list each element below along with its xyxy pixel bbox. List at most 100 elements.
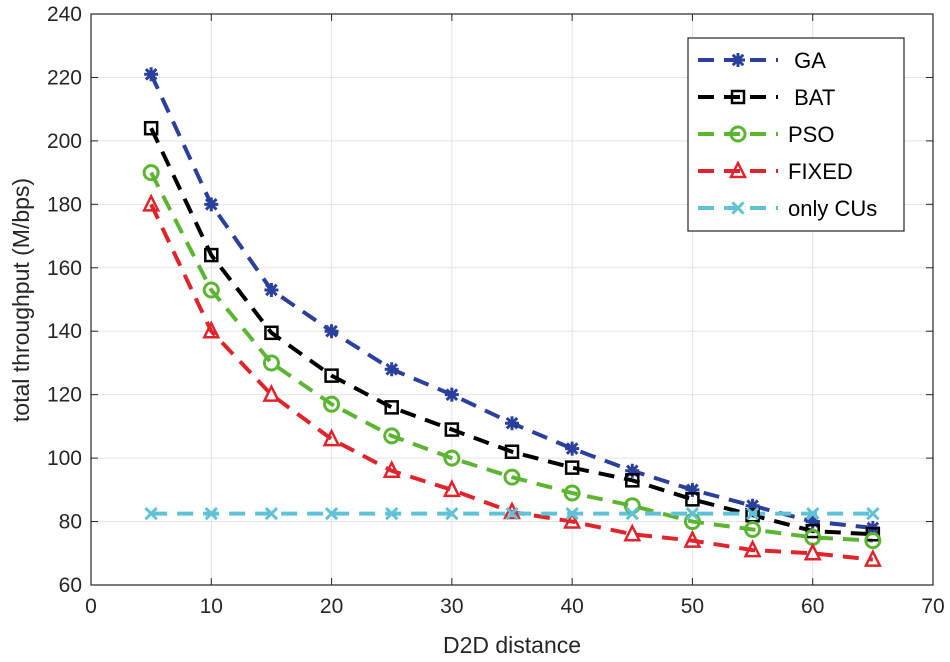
y-tick-label: 120: [47, 384, 82, 407]
data-point-fixed: [623, 523, 642, 542]
marker-circle: [383, 427, 401, 445]
marker-triangle: [863, 548, 882, 567]
marker-circle: [563, 484, 581, 502]
data-point-bat: [564, 460, 580, 475]
x-tick-label: 10: [200, 595, 223, 618]
y-tick-label: 240: [47, 3, 82, 26]
data-point-only-cus: [806, 506, 820, 521]
marker-square: [384, 400, 399, 415]
data-point-ga: [444, 387, 459, 402]
marker-circle: [744, 520, 762, 538]
data-point-pso: [864, 532, 882, 550]
data-point-fixed: [803, 542, 822, 561]
data-point-fixed: [202, 320, 221, 339]
legend-item-pso: PSO: [698, 122, 834, 147]
marker-triangle: [322, 428, 341, 447]
marker-square: [564, 460, 580, 475]
marker-triangle: [382, 460, 401, 479]
marker-star: [324, 324, 339, 339]
marker-x: [324, 506, 339, 521]
marker-circle: [262, 354, 280, 372]
marker-x: [505, 506, 519, 521]
tick-labels: 0 10 20 30 40 50 60 70 60 80 100 120 140 160 180 200 220…: [47, 3, 945, 618]
marker-square: [264, 325, 279, 341]
data-point-ga: [565, 441, 580, 456]
data-point-bat: [444, 422, 460, 437]
marker-x: [745, 506, 760, 521]
marker-triangle: [262, 383, 281, 402]
data-point-ga: [324, 324, 339, 339]
marker-triangle: [683, 529, 702, 548]
series-line-pso: [149, 171, 873, 543]
data-point-fixed: [142, 193, 161, 212]
marker-triangle: [728, 160, 748, 179]
marker-square: [730, 89, 746, 105]
data-point-fixed: [382, 460, 401, 479]
data-point-bat: [865, 526, 881, 542]
marker-star: [685, 482, 700, 497]
data-point-pso: [142, 164, 160, 182]
marker-circle: [729, 125, 747, 143]
data-point-only-cus: [565, 506, 579, 521]
data-point-fixed: [262, 383, 281, 402]
marker-star: [625, 463, 640, 478]
data-point-only-cus: [745, 506, 760, 521]
marker-circle: [202, 281, 220, 299]
grid: [91, 14, 933, 585]
data-point-bat: [685, 492, 700, 507]
legend-item-ga: GA: [698, 48, 826, 73]
data-point-pso: [443, 449, 461, 467]
data-point-bat: [324, 368, 339, 383]
x-axis-label: D2D distance: [443, 632, 581, 658]
y-tick-label: 160: [47, 257, 82, 280]
data-point-bat: [625, 473, 640, 488]
marker-triangle: [563, 510, 582, 529]
data-point-bat: [143, 120, 159, 136]
legend-label: FIXED: [788, 159, 853, 184]
data-point-fixed: [442, 479, 461, 498]
data-point-pso: [323, 395, 341, 413]
marker-circle: [864, 532, 882, 550]
marker-star: [384, 362, 399, 377]
marker-x: [385, 506, 399, 521]
marker-triangle: [623, 523, 642, 542]
data-point-only-cus: [324, 506, 339, 521]
marker-triangle: [442, 479, 461, 498]
legend-marker: [731, 53, 745, 67]
marker-circle: [142, 164, 160, 182]
x-tick-label: 50: [681, 595, 704, 618]
y-tick-label: 60: [59, 574, 82, 597]
marker-circle: [323, 395, 341, 413]
y-axis-label: total throughput (M/bps): [8, 178, 34, 422]
legend-label: only CUs: [788, 196, 877, 221]
legend-marker: [728, 160, 748, 179]
data-point-only-cus: [144, 506, 158, 521]
data-point-only-cus: [204, 506, 218, 521]
y-tick-label: 200: [47, 130, 82, 153]
legend-label: PSO: [788, 122, 834, 147]
data-point-fixed: [683, 529, 702, 548]
plot-frame: [90, 13, 934, 586]
legend: GA BAT PSO FIXED only CUs: [687, 37, 905, 232]
marker-square: [625, 473, 640, 488]
legend-marker: [729, 125, 747, 143]
marker-circle: [443, 449, 461, 467]
x-tick-label: 20: [320, 595, 343, 618]
marker-star: [144, 67, 159, 82]
data-point-only-cus: [866, 506, 880, 521]
data-point-ga: [625, 463, 640, 478]
data-point-fixed: [743, 539, 762, 558]
data-point-ga: [805, 514, 820, 529]
legend-item-only-cus: only CUs: [698, 196, 877, 221]
x-tick-label: 40: [560, 595, 583, 618]
marker-x: [565, 506, 579, 521]
y-tick-label: 180: [47, 193, 82, 216]
marker-x: [731, 201, 745, 215]
y-tick-label: 220: [47, 66, 82, 89]
data-point-only-cus: [685, 506, 700, 521]
data-point-pso: [202, 281, 220, 299]
marker-square: [805, 523, 820, 539]
data-point-ga: [505, 416, 519, 431]
data-point-bat: [504, 444, 520, 460]
data-point-fixed: [322, 428, 341, 447]
